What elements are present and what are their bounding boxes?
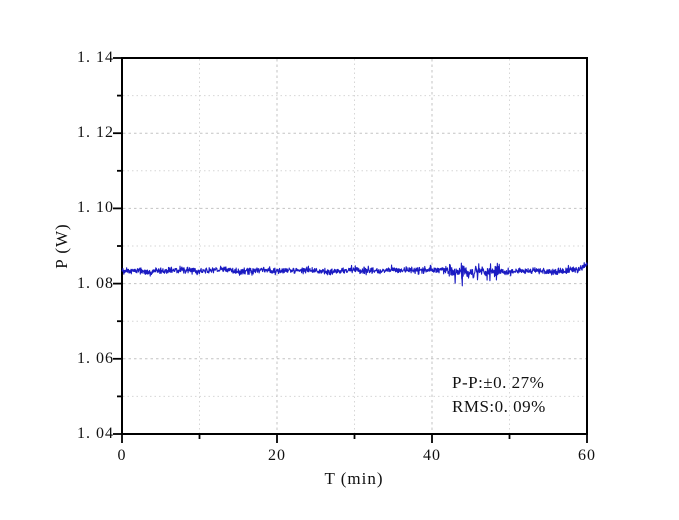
x-tick-label: 40 bbox=[423, 447, 441, 464]
y-tick-label: 1. 06 bbox=[77, 349, 114, 367]
y-tick-label: 1. 04 bbox=[77, 425, 114, 442]
x-tick-label: 20 bbox=[268, 447, 286, 464]
y-tick-label: 1. 14 bbox=[77, 49, 114, 66]
rms-value: RMS:0. 09% bbox=[452, 397, 546, 416]
y-tick-label: 1. 10 bbox=[77, 199, 114, 217]
data-series-line bbox=[121, 262, 588, 287]
y-tick-label: 1. 12 bbox=[77, 124, 114, 142]
y-axis-title: P (W) bbox=[52, 223, 71, 269]
stability-annotation: P-P:±0. 27% RMS:0. 09% bbox=[452, 371, 546, 419]
x-axis-title: T (min) bbox=[324, 469, 384, 488]
x-tick-label: 0 bbox=[117, 447, 127, 464]
y-tick-label: 1. 08 bbox=[77, 274, 114, 292]
plot-frame bbox=[121, 57, 588, 435]
x-tick-label: 60 bbox=[578, 447, 596, 464]
peak-to-peak-value: P-P:±0. 27% bbox=[452, 373, 545, 392]
